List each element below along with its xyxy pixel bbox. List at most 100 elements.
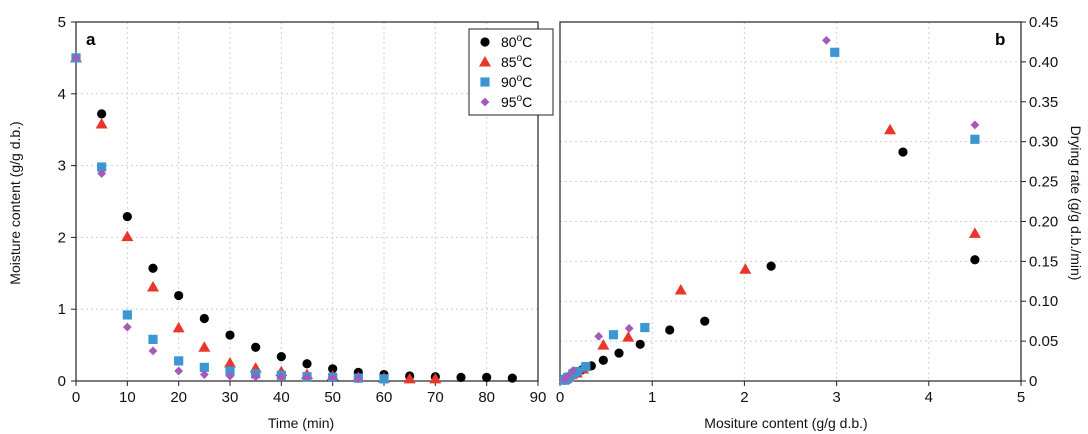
legend-label: 80oC xyxy=(501,33,532,50)
data-point xyxy=(174,356,184,366)
legend-entry: 80oC xyxy=(480,33,532,50)
y-tick-label: 0.10 xyxy=(1029,293,1058,310)
x-tick-label: 3 xyxy=(832,389,840,406)
data-point xyxy=(597,339,610,350)
y-tick-label: 0.40 xyxy=(1029,54,1058,71)
data-point xyxy=(174,290,184,301)
data-point xyxy=(403,372,416,384)
data-point xyxy=(598,355,608,365)
data-point xyxy=(122,310,132,320)
x-tick-label: 2 xyxy=(740,389,748,406)
data-point xyxy=(766,261,776,271)
series-80C xyxy=(560,147,980,385)
data-point xyxy=(199,370,209,379)
x-tick-label: 0 xyxy=(556,389,564,406)
data-point xyxy=(624,323,634,333)
legend: 80oC 85oC 90oC 95oC xyxy=(468,28,554,116)
legend-entry: 95oC xyxy=(480,93,532,110)
data-point xyxy=(328,364,338,374)
data-point xyxy=(276,373,286,382)
data-point xyxy=(199,362,209,372)
panel-a-tag: a xyxy=(86,30,96,49)
data-point xyxy=(507,373,517,383)
data-point xyxy=(148,263,158,273)
panel-a-y-axis-title: Moisture content (g/g d.b.) xyxy=(7,121,23,284)
plot-frame xyxy=(559,21,1022,382)
data-point xyxy=(970,134,980,144)
legend-marker xyxy=(480,37,490,47)
data-point xyxy=(251,372,261,382)
y-tick-label: 2 xyxy=(58,229,66,246)
data-point xyxy=(122,211,132,222)
x-tick-label: 10 xyxy=(119,389,136,406)
x-tick-label: 80 xyxy=(478,389,495,406)
data-point xyxy=(568,366,578,376)
x-tick-label: 50 xyxy=(324,389,341,406)
y-tick-label: 4 xyxy=(58,86,66,103)
data-point xyxy=(174,366,184,376)
legend-marker xyxy=(479,56,491,67)
panel-b-y-axis-title: Drying rate (g/g d.b./min) xyxy=(1068,126,1084,281)
legend-marker xyxy=(480,77,490,87)
data-point xyxy=(581,362,591,372)
y-tick-label: 0.35 xyxy=(1029,94,1058,111)
panel-a-x-axis-title: Time (min) xyxy=(268,415,334,431)
y-tick-label: 0 xyxy=(1029,373,1037,390)
data-point xyxy=(71,53,81,63)
legend-entry: 85oC xyxy=(479,53,532,70)
data-point xyxy=(97,162,107,172)
data-point xyxy=(148,346,158,356)
legend-label: 85oC xyxy=(501,53,532,70)
data-point xyxy=(198,341,211,352)
x-tick-label: 1 xyxy=(648,389,656,406)
y-tick-label: 0.15 xyxy=(1029,253,1058,270)
panel-b-drying-rate-vs-moisture: 0 1 2 3 4 500.050.100.150.200.250.300.350.400… xyxy=(556,14,1058,406)
data-point xyxy=(594,331,604,341)
panel-b-tag: b xyxy=(995,30,1005,49)
data-point xyxy=(122,322,132,332)
y-tick-label: 0.45 xyxy=(1029,14,1058,31)
data-point xyxy=(148,334,158,344)
series-95C xyxy=(71,53,363,384)
data-point xyxy=(199,313,209,324)
data-point xyxy=(608,330,619,340)
data-point xyxy=(970,255,980,265)
x-tick-label: 30 xyxy=(222,389,239,406)
x-tick-label: 5 xyxy=(1017,389,1025,406)
data-point xyxy=(97,169,107,178)
data-point xyxy=(665,325,675,335)
data-point xyxy=(302,359,312,369)
data-point xyxy=(830,47,840,57)
y-tick-label: 0.30 xyxy=(1029,134,1058,151)
data-point xyxy=(172,321,185,333)
data-point xyxy=(572,366,583,377)
series-95C xyxy=(560,35,980,384)
data-point xyxy=(560,375,570,384)
data-point xyxy=(121,230,134,242)
data-point xyxy=(429,372,442,384)
x-tick-label: 0 xyxy=(72,389,80,406)
data-point xyxy=(622,331,635,342)
data-point xyxy=(970,120,980,130)
data-point xyxy=(328,373,338,383)
x-tick-label: 20 xyxy=(170,389,187,406)
panel-b-x-axis-title: Mositure content (g/g d.b.) xyxy=(704,415,867,431)
y-tick-label: 0 xyxy=(58,373,66,390)
x-tick-label: 40 xyxy=(273,389,290,406)
data-point xyxy=(147,280,159,292)
x-tick-label: 90 xyxy=(530,389,547,406)
data-point xyxy=(353,374,363,384)
panel-a-moisture-vs-time: 0 10 20 30 40 50 60 70 80 90 0 1 2 3 4 5 xyxy=(58,14,547,406)
data-point xyxy=(640,322,650,333)
data-point xyxy=(968,227,981,238)
data-point xyxy=(302,373,312,382)
data-point xyxy=(251,342,261,352)
data-point xyxy=(635,339,645,349)
data-point xyxy=(225,366,235,376)
series-85C xyxy=(558,123,981,384)
x-tick-label: 60 xyxy=(376,389,393,406)
data-point xyxy=(884,123,897,135)
data-point xyxy=(614,348,624,358)
series-90C xyxy=(560,47,980,385)
